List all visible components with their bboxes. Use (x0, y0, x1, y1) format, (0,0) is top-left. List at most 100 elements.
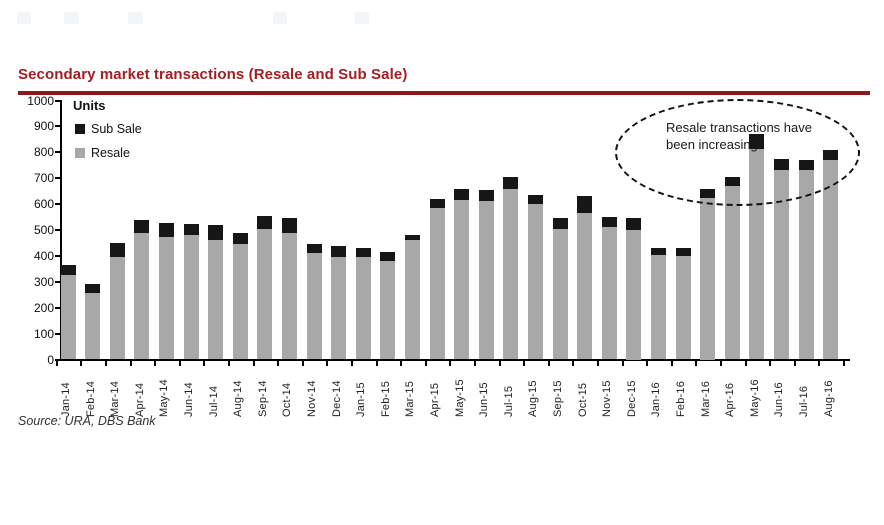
bar-segment-subsale (183, 223, 199, 236)
legend-label-subsale: Sub Sale (91, 122, 142, 136)
x-axis-month-label: Feb-15 (379, 380, 392, 417)
bar-segment-resale (60, 275, 76, 360)
x-axis-month-label: Sep-15 (552, 380, 564, 417)
x-axis-tick (523, 361, 526, 366)
resale-legend-swatch-icon (75, 148, 85, 158)
x-axis-tick (375, 361, 378, 366)
x-axis-month-label: Apr-16 (724, 382, 737, 417)
x-axis-tick (473, 361, 476, 366)
y-axis-tick-label: 800 (33, 145, 54, 160)
bar-segment-subsale (380, 252, 396, 262)
x-axis-tick (227, 361, 230, 366)
bar-segment-subsale (478, 189, 494, 201)
x-axis-tick (449, 361, 452, 366)
x-axis-month-label: May-14 (158, 379, 171, 417)
y-axis-tick-label: 0 (47, 352, 54, 367)
y-axis-tick-label: 700 (33, 171, 54, 186)
x-axis-tick (301, 361, 304, 366)
y-axis-tick-label: 400 (33, 248, 54, 263)
x-axis-tick (252, 361, 255, 366)
x-axis-month-label: Sep-14 (256, 380, 269, 417)
y-axis-tick (55, 280, 60, 283)
subsale-legend-swatch-icon (75, 124, 85, 134)
x-axis-month-label: Aug-15 (527, 380, 540, 417)
bar-segment-subsale (675, 247, 691, 256)
x-axis-month-label: Aug-16 (822, 380, 835, 417)
x-axis-tick (547, 361, 550, 366)
bar-segment-resale (331, 256, 347, 360)
bar-segment-subsale (257, 215, 273, 229)
bar-segment-subsale (601, 216, 617, 228)
faint-toolbar-mark-icon (17, 12, 31, 24)
x-axis-tick (203, 361, 206, 366)
x-axis-month-label: Feb-14 (84, 380, 97, 417)
bar-segment-subsale (577, 196, 593, 213)
bar-segment-resale (257, 228, 273, 360)
x-axis-month-label: Jan-14 (60, 382, 72, 417)
x-axis-month-label: Feb-16 (675, 380, 687, 417)
annotation-text: Resale transactions have been increasing (666, 119, 841, 153)
x-axis-month-label: Jul-16 (798, 385, 810, 417)
y-axis-tick (55, 151, 60, 154)
bar-segment-resale (404, 239, 420, 360)
x-axis-tick (350, 361, 353, 366)
bar-segment-subsale (650, 248, 666, 255)
x-axis-month-label: Dec-14 (330, 380, 343, 417)
bar-segment-resale (355, 256, 371, 360)
x-axis-tick (55, 361, 58, 366)
faint-toolbar-mark-icon (273, 12, 287, 24)
x-axis-month-label: Jun-15 (478, 382, 491, 417)
x-axis-month-label: Aug-14 (232, 380, 245, 417)
faint-toolbar-mark-icon (355, 12, 369, 24)
faint-toolbar-mark-icon (128, 12, 143, 24)
bar-segment-subsale (85, 284, 101, 293)
x-axis-month-label: Apr-15 (429, 382, 441, 417)
bar-segment-subsale (134, 219, 150, 233)
x-axis-month-label: Oct-15 (576, 382, 589, 417)
x-axis-tick (818, 361, 821, 366)
bar-segment-subsale (331, 245, 347, 257)
y-axis-tick (55, 358, 60, 361)
x-axis-tick (646, 361, 649, 366)
x-axis-month-label: Jul-15 (502, 385, 515, 417)
bar-segment-subsale (355, 248, 371, 257)
x-axis-month-label: Mar-14 (109, 380, 122, 417)
title-underline-rule (18, 91, 870, 95)
y-axis-tick (55, 332, 60, 335)
y-axis-tick (55, 99, 60, 102)
y-axis-tick (55, 203, 60, 206)
annotation-line-2: been increasing (666, 137, 758, 152)
x-axis-line (60, 359, 850, 361)
x-axis-tick (424, 361, 427, 366)
bar-segment-subsale (404, 235, 420, 240)
x-axis-month-label: Jan-16 (650, 382, 663, 417)
bar-segment-resale (158, 236, 174, 360)
legend-item-resale: Resale (75, 146, 130, 160)
x-axis-tick (572, 361, 575, 366)
bar-segment-subsale (552, 217, 568, 229)
y-axis-line (60, 100, 62, 360)
x-axis-month-label: Nov-14 (306, 380, 318, 417)
bar-segment-resale (454, 200, 470, 360)
x-axis-month-label: Apr-14 (133, 382, 146, 417)
y-axis-tick (55, 177, 60, 180)
bar-segment-subsale (60, 264, 76, 276)
annotation-line-1: Resale transactions have (666, 120, 812, 135)
bar-segment-resale (306, 253, 322, 360)
bar-segment-resale (626, 230, 642, 360)
x-axis-month-label: Jan-15 (355, 382, 368, 417)
bar-segment-resale (527, 204, 543, 360)
faint-toolbar-mark-icon (64, 12, 79, 24)
y-axis-tick-label: 200 (33, 300, 54, 315)
bar-segment-resale (823, 159, 839, 360)
bar-segment-subsale (281, 218, 297, 233)
y-axis-tick (55, 125, 60, 128)
bar-segment-resale (700, 197, 716, 360)
bar-segment-resale (650, 254, 666, 360)
bar-segment-resale (675, 255, 691, 360)
bar-segment-resale (724, 186, 740, 360)
bar-segment-resale (798, 170, 814, 360)
source-note: Source: URA, DBS Bank (18, 414, 156, 428)
legend-item-subsale: Sub Sale (75, 122, 142, 136)
x-axis-tick (498, 361, 501, 366)
